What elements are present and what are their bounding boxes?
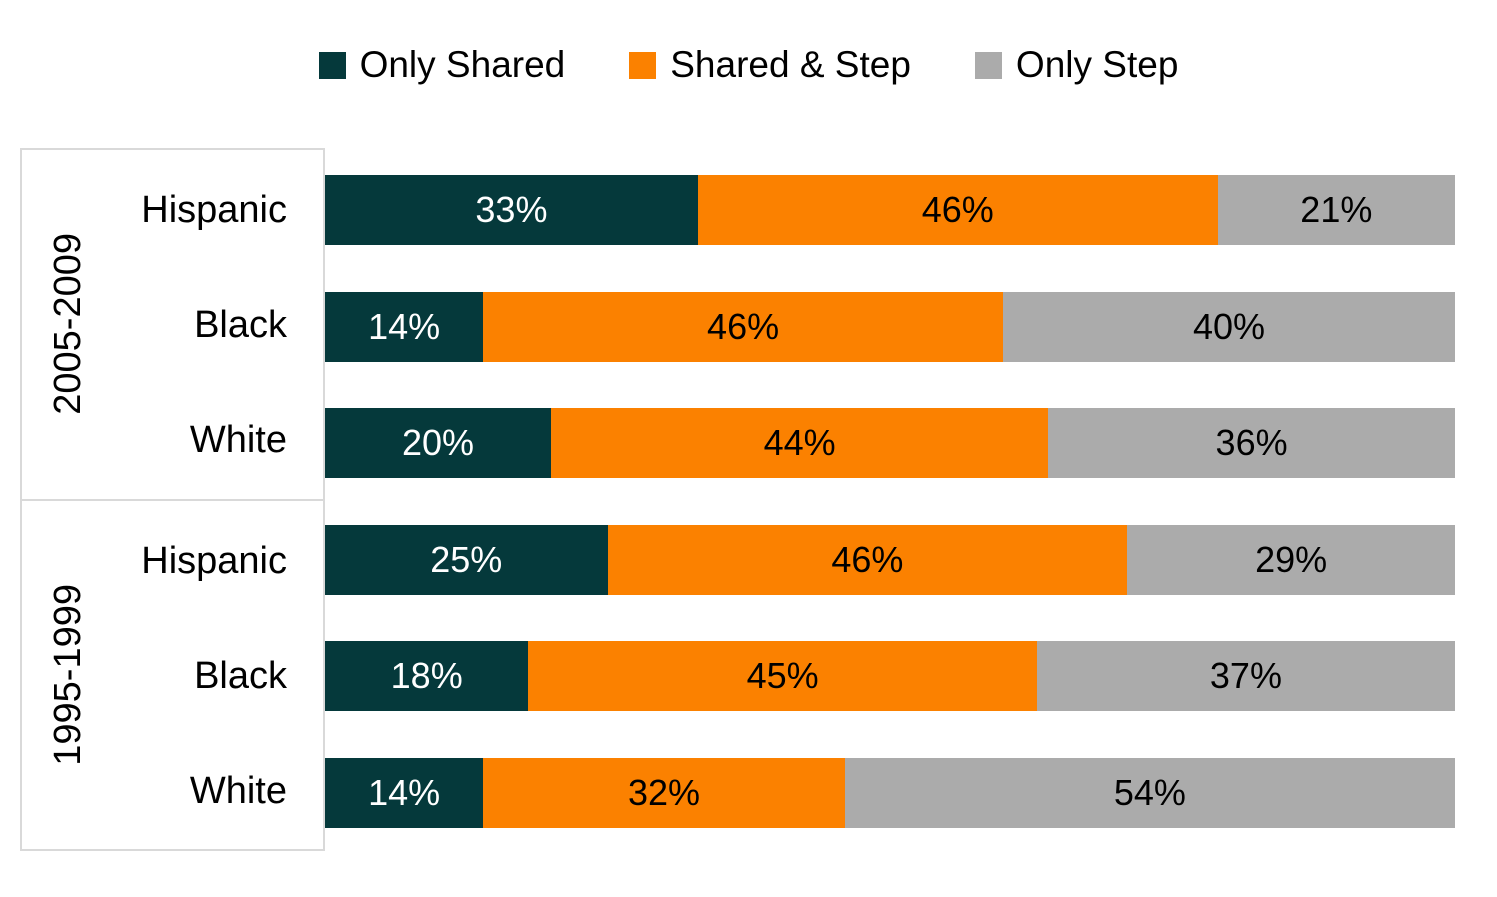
axis-group-2005-2009: 2005-2009 Hispanic Black White <box>22 150 323 499</box>
bar-value-label: 14% <box>368 771 441 813</box>
category-label-hispanic: Hispanic <box>141 189 287 232</box>
category-axis-panel: 2005-2009 Hispanic Black White 1995-1999… <box>20 148 325 851</box>
legend-label-shared-and-step: Shared & Step <box>670 44 911 85</box>
bar-value-label: 14% <box>368 305 441 347</box>
bar-segment-only-shared: 14% <box>325 757 484 828</box>
bar-value-label: 37% <box>1209 655 1282 697</box>
bar-segment-shared-and-step: 46% <box>697 175 1218 246</box>
bar-segment-only-step: 37% <box>1036 641 1455 712</box>
bar-segment-only-step: 40% <box>1002 291 1455 362</box>
axis-group-1995-1999: 1995-1999 Hispanic Black White <box>22 498 323 850</box>
legend: Only Shared Shared & Step Only Step <box>0 44 1497 86</box>
bar-segment-only-step: 21% <box>1217 175 1455 246</box>
bar-segment-only-shared: 33% <box>325 175 698 246</box>
bar-row-2005-2009-black: 14% 46% 40% <box>325 269 1455 386</box>
bar-value-label: 25% <box>430 538 503 580</box>
stacked-bar: 33% 46% 21% <box>325 175 1455 246</box>
bar-row-1995-1999-white: 14% 32% 54% <box>325 735 1455 852</box>
legend-item-only-shared: Only Shared <box>318 44 566 86</box>
group-label-1995-1999: 1995-1999 <box>46 583 89 766</box>
bar-segment-only-shared: 25% <box>325 524 608 595</box>
category-label-white: White <box>189 769 287 812</box>
category-label-hispanic: Hispanic <box>141 539 287 582</box>
bar-segment-shared-and-step: 46% <box>483 291 1003 362</box>
bar-row-1995-1999-black: 18% 45% 37% <box>325 618 1455 735</box>
bar-value-label: 46% <box>921 189 994 231</box>
category-label-column: Hispanic Black White <box>114 150 323 499</box>
bar-segment-only-step: 36% <box>1048 408 1455 479</box>
bar-segment-only-shared: 18% <box>325 641 529 712</box>
legend-label-only-step: Only Step <box>1015 44 1179 85</box>
stacked-bar: 14% 32% 54% <box>325 757 1455 828</box>
bar-value-label: 46% <box>707 305 780 347</box>
bar-segment-only-step: 54% <box>844 757 1455 828</box>
plot-area: 33% 46% 21% 14% 46% <box>325 148 1455 851</box>
group-label-column: 2005-2009 <box>22 150 114 499</box>
legend-item-shared-and-step: Shared & Step <box>629 44 911 86</box>
legend-label-only-shared: Only Shared <box>359 44 566 85</box>
bar-segment-shared-and-step: 46% <box>607 524 1128 595</box>
bar-row-2005-2009-hispanic: 33% 46% 21% <box>325 152 1455 269</box>
bar-value-label: 32% <box>627 771 701 813</box>
bar-value-label: 20% <box>401 422 475 464</box>
shared-and-step-swatch-icon <box>629 51 657 79</box>
bar-value-label: 45% <box>746 655 819 697</box>
stacked-bar: 18% 45% 37% <box>325 641 1455 712</box>
only-step-swatch-icon <box>974 51 1002 79</box>
bar-segment-only-step: 29% <box>1127 524 1455 595</box>
legend-item-only-step: Only Step <box>974 44 1179 86</box>
bar-segment-only-shared: 20% <box>325 408 551 479</box>
bar-row-2005-2009-white: 20% 44% 36% <box>325 385 1455 502</box>
stacked-bar: 20% 44% 36% <box>325 408 1455 479</box>
group-label-2005-2009: 2005-2009 <box>46 233 89 416</box>
only-shared-swatch-icon <box>318 51 346 79</box>
bar-value-label: 33% <box>475 189 548 231</box>
bar-value-label: 18% <box>390 655 463 697</box>
group-label-column: 1995-1999 <box>22 501 114 850</box>
bar-value-label: 29% <box>1255 538 1328 580</box>
bar-segment-shared-and-step: 44% <box>551 408 1049 479</box>
category-label-black: Black <box>194 304 287 347</box>
stacked-bar: 14% 46% 40% <box>325 291 1455 362</box>
bar-segment-shared-and-step: 45% <box>528 641 1037 712</box>
bar-segment-only-shared: 14% <box>325 291 484 362</box>
bar-value-label: 46% <box>831 538 904 580</box>
bar-row-1995-1999-hispanic: 25% 46% 29% <box>325 502 1455 619</box>
stacked-bar: 25% 46% 29% <box>325 524 1455 595</box>
category-label-black: Black <box>194 654 287 697</box>
bar-value-label: 40% <box>1192 305 1266 347</box>
bar-value-label: 54% <box>1113 771 1186 813</box>
bar-value-label: 21% <box>1300 189 1373 231</box>
bar-value-label: 36% <box>1215 422 1288 464</box>
bar-value-label: 44% <box>763 422 836 464</box>
category-label-column: Hispanic Black White <box>114 501 323 850</box>
category-label-white: White <box>189 419 287 462</box>
bar-segment-shared-and-step: 32% <box>483 757 845 828</box>
stacked-bar-chart: 2005-2009 Hispanic Black White 1995-1999… <box>20 148 1455 851</box>
